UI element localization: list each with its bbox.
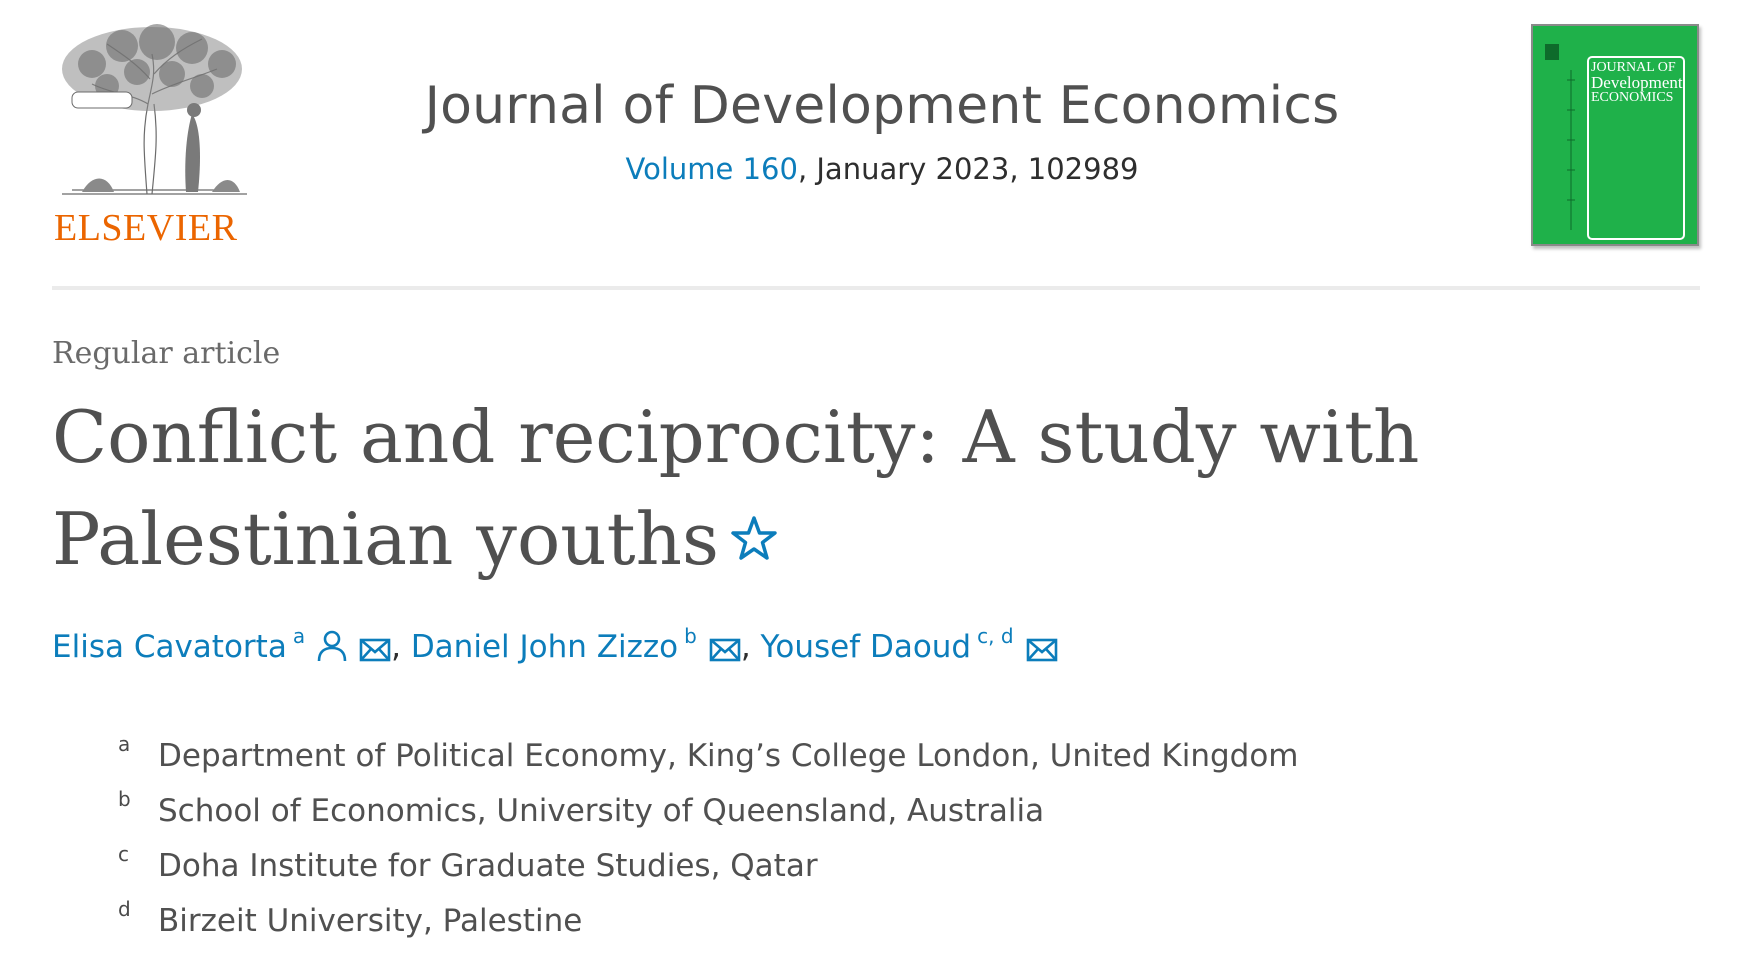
author-affiliation-ref[interactable]: b [684,624,697,648]
journal-issue-info: Volume 160, January 2023, 102989 [352,152,1412,186]
article-header: ELSEVIER Journal of Development Economic… [52,24,1700,252]
cover-title: JOURNAL OF Development ECONOMICS [1591,60,1685,105]
article-title: Conflict and reciprocity: A study with P… [52,386,1712,590]
elsevier-logo[interactable]: ELSEVIER [52,24,252,252]
author-list: Elisa Cavatorta a, Daniel John Zizzo b, Yo… [52,624,1058,665]
journal-title[interactable]: Journal of Development Economics [424,76,1340,136]
tree-engraving-icon [62,24,247,195]
email-icon[interactable] [359,637,391,663]
author-name[interactable]: Daniel John Zizzo [410,629,679,665]
email-icon[interactable] [1026,637,1058,663]
author-separator: , [391,629,411,665]
affiliation-text: Birzeit University, Palestine [158,903,583,939]
affiliation-label: d [118,897,131,921]
cover-title-line3: ECONOMICS [1591,90,1674,105]
affiliation-label: a [118,732,131,756]
author-separator: , [740,629,761,665]
article-type: Regular article [52,336,281,371]
affiliation-text: Doha Institute for Graduate Studies, Qat… [158,848,818,884]
publisher-name: ELSEVIER [54,207,238,249]
corresponding-author-person-icon[interactable] [317,629,347,663]
affiliation-text: Department of Political Economy, King’s … [158,738,1299,774]
affiliation-label: c [118,842,129,866]
author-affiliation-ref[interactable]: c, d [977,624,1014,648]
affiliation-text: School of Economics, University of Queen… [158,793,1045,829]
author-affiliation-ref[interactable]: a [292,624,306,648]
title-footnote-star-icon[interactable] [729,514,779,564]
author-name[interactable]: Yousef Daoud [760,629,972,665]
article-title-text: Conflict and reciprocity: A study with P… [52,395,1420,581]
email-icon[interactable] [709,637,741,663]
cover-decoration-icon [1545,44,1575,230]
journal-info: Journal of Development Economics Volume … [352,76,1412,186]
author-name[interactable]: Elisa Cavatorta [52,629,287,665]
cover-frame [1587,56,1685,240]
journal-cover-image[interactable]: JOURNAL OF Development ECONOMICS [1531,24,1699,246]
cover-title-line2: Development [1591,73,1683,92]
issue-details: , January 2023, 102989 [797,152,1139,186]
cover-title-line1: JOURNAL OF [1591,60,1676,75]
volume-link[interactable]: Volume 160 [625,152,798,186]
header-divider [52,286,1700,290]
affiliation-label: b [118,787,131,811]
